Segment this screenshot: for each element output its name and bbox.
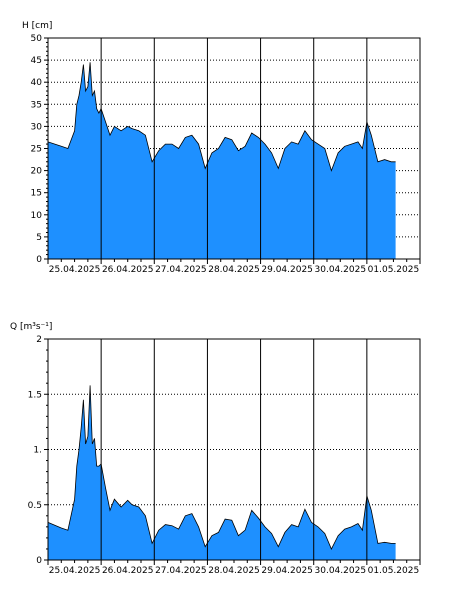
y-tick-label: 30 — [31, 122, 43, 132]
x-tick-label: 29.04.2025 — [261, 566, 313, 576]
x-tick-label: 30.04.2025 — [315, 566, 367, 576]
x-tick-label: 01.05.2025 — [368, 566, 420, 576]
y-tick-label: 20 — [31, 167, 43, 177]
y-tick-label: 45 — [31, 56, 42, 66]
x-tick-label: 26.04.2025 — [102, 566, 154, 576]
y-tick-label: 2 — [36, 335, 42, 345]
y-tick-label: 0.5 — [28, 501, 42, 511]
water-level-chart: 25.04.2025 26.04.2025 27.04.2025 28.04.2025… — [22, 21, 421, 275]
y-tick-label: 35 — [31, 100, 42, 110]
y-tick-label: 40 — [31, 78, 43, 88]
y-axis-title: Q [m³s⁻¹] — [10, 322, 52, 332]
y-tick-label: 0 — [36, 556, 42, 566]
y-tick-label: 0 — [36, 255, 42, 265]
x-tick-label: 25.04.2025 — [49, 265, 101, 275]
y-tick-label: 1. — [33, 446, 42, 456]
y-tick-label: 10 — [31, 211, 43, 221]
x-tick-label: 25.04.2025 — [49, 566, 101, 576]
x-tick-label: 29.04.2025 — [261, 265, 313, 275]
x-tick-label: 28.04.2025 — [208, 265, 260, 275]
y-tick-label: 50 — [31, 34, 43, 44]
x-tick-label: 26.04.2025 — [102, 265, 154, 275]
series-line — [47, 385, 396, 550]
y-tick-label: 1.5 — [28, 390, 42, 400]
y-tick-label: 15 — [31, 189, 42, 199]
x-tick-label: 30.04.2025 — [315, 265, 367, 275]
y-axis-title: H [cm] — [22, 21, 52, 31]
plot-frame — [47, 338, 421, 561]
y-tick-label: 25 — [31, 145, 42, 155]
series-area — [48, 62, 396, 259]
x-tick-label: 28.04.2025 — [208, 566, 260, 576]
series-area — [48, 385, 396, 560]
plot-frame — [47, 37, 421, 260]
x-tick-label: 27.04.2025 — [155, 265, 207, 275]
discharge-chart: 25.04.2025 26.04.2025 27.04.2025 28.04.2025… — [10, 322, 421, 576]
x-tick-label: 27.04.2025 — [155, 566, 207, 576]
series-line — [47, 62, 396, 172]
y-tick-label: 5 — [36, 233, 42, 243]
x-tick-label: 01.05.2025 — [368, 265, 420, 275]
